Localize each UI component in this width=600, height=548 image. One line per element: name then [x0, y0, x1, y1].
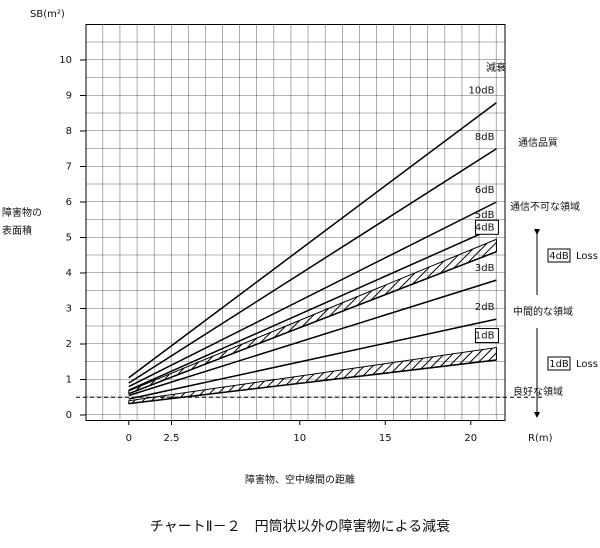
x-label: R(m): [528, 433, 553, 444]
loss-box-label: 1dB: [549, 359, 569, 370]
series-line: [128, 318, 497, 400]
loss-box-label: 4dB: [549, 251, 569, 262]
legend-title: 減衰: [486, 61, 506, 74]
series-line: [128, 279, 497, 397]
loss-label: Loss: [576, 251, 598, 262]
legend-label: 3dB: [475, 263, 495, 274]
series-line: [128, 201, 497, 388]
x-tick-label: 2.5: [164, 433, 180, 444]
series-line: [128, 226, 497, 391]
x-desc: 障害物、空中線間の距離: [245, 473, 355, 486]
x-tick-label: 15: [379, 433, 392, 444]
chart-title: チャートⅡ－２ 円筒状以外の障害物による減衰: [150, 518, 450, 535]
y-desc: 障害物の: [2, 206, 42, 219]
y-desc: 表面積: [2, 224, 32, 237]
loss-box: [547, 248, 571, 263]
legend-box: [474, 328, 499, 344]
series-line: [128, 359, 497, 405]
y-tick-label: 9: [66, 91, 72, 102]
legend-label: 1dB: [475, 331, 495, 342]
x-tick-label: 10: [293, 433, 306, 444]
series-line: [128, 148, 497, 384]
y-tick-label: 6: [66, 197, 72, 208]
y-tick-label: 4: [66, 268, 72, 279]
y-tick-label: 1: [66, 375, 72, 386]
y-tick-label: 8: [66, 126, 72, 137]
y-tick-label: 0: [66, 410, 72, 421]
y-label: SB(m²): [30, 9, 65, 20]
annotation: 通信品質: [518, 136, 558, 149]
y-tick-label: 7: [66, 162, 72, 173]
series-line: [128, 101, 497, 379]
series-line: [128, 251, 497, 395]
y-tick-label: 10: [59, 55, 72, 66]
x-tick-label: 0: [126, 433, 132, 444]
y-tick-label: 3: [66, 304, 72, 315]
loss-label: Loss: [576, 359, 598, 370]
legend-label: 5dB: [475, 210, 495, 221]
legend-label: 8dB: [475, 132, 495, 143]
y-tick-label: 2: [66, 339, 72, 350]
legend-label: 4dB: [475, 222, 495, 233]
y-tick-label: 5: [66, 233, 72, 244]
x-tick-label: 20: [464, 433, 477, 444]
legend-label: 10dB: [469, 86, 495, 97]
annotation: 中間的な領域: [513, 305, 573, 318]
legend-label: 6dB: [475, 185, 495, 196]
loss-box: [547, 356, 571, 371]
plot-grid: [85, 24, 506, 421]
annotation: 良好な領域: [513, 385, 563, 398]
legend-box: [474, 219, 499, 235]
legend-label: 2dB: [475, 302, 495, 313]
annotation: 通信不可な領域: [510, 200, 580, 213]
